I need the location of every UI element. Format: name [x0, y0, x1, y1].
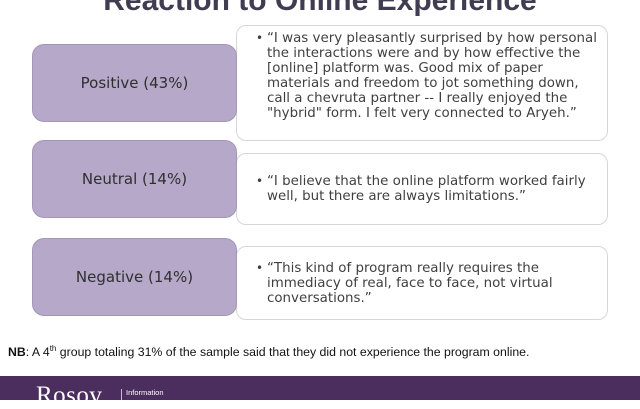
quote-box-neutral: “I believe that the online platform work… — [236, 153, 608, 225]
label-negative: Negative (14%) — [32, 238, 237, 316]
quote-positive: “I was very pleasantly surprised by how … — [256, 31, 607, 121]
quote-negative: “This kind of program really requires th… — [256, 261, 607, 306]
quote-neutral: “I believe that the online platform work… — [256, 174, 607, 204]
logo-subtitle: Information — [126, 388, 164, 397]
footnote-text-end: group totaling 31% of the sample said th… — [56, 345, 530, 359]
slide-title: Reaction to Online Experience — [103, 0, 537, 17]
footnote-prefix: NB — [8, 345, 26, 359]
logo-divider — [121, 389, 122, 400]
quote-box-negative: “This kind of program really requires th… — [236, 246, 608, 320]
footnote-text-start: : A 4 — [25, 345, 50, 359]
label-neutral: Neutral (14%) — [32, 140, 237, 218]
rosov-logo: Rosov — [36, 382, 103, 409]
footer-bar: Rosov Information — [0, 376, 640, 408]
footnote-superscript: th — [49, 343, 57, 353]
footnote: NB: A 4th group totaling 31% of the samp… — [8, 343, 638, 359]
label-positive: Positive (43%) — [32, 44, 237, 122]
quote-box-positive: “I was very pleasantly surprised by how … — [236, 25, 608, 141]
